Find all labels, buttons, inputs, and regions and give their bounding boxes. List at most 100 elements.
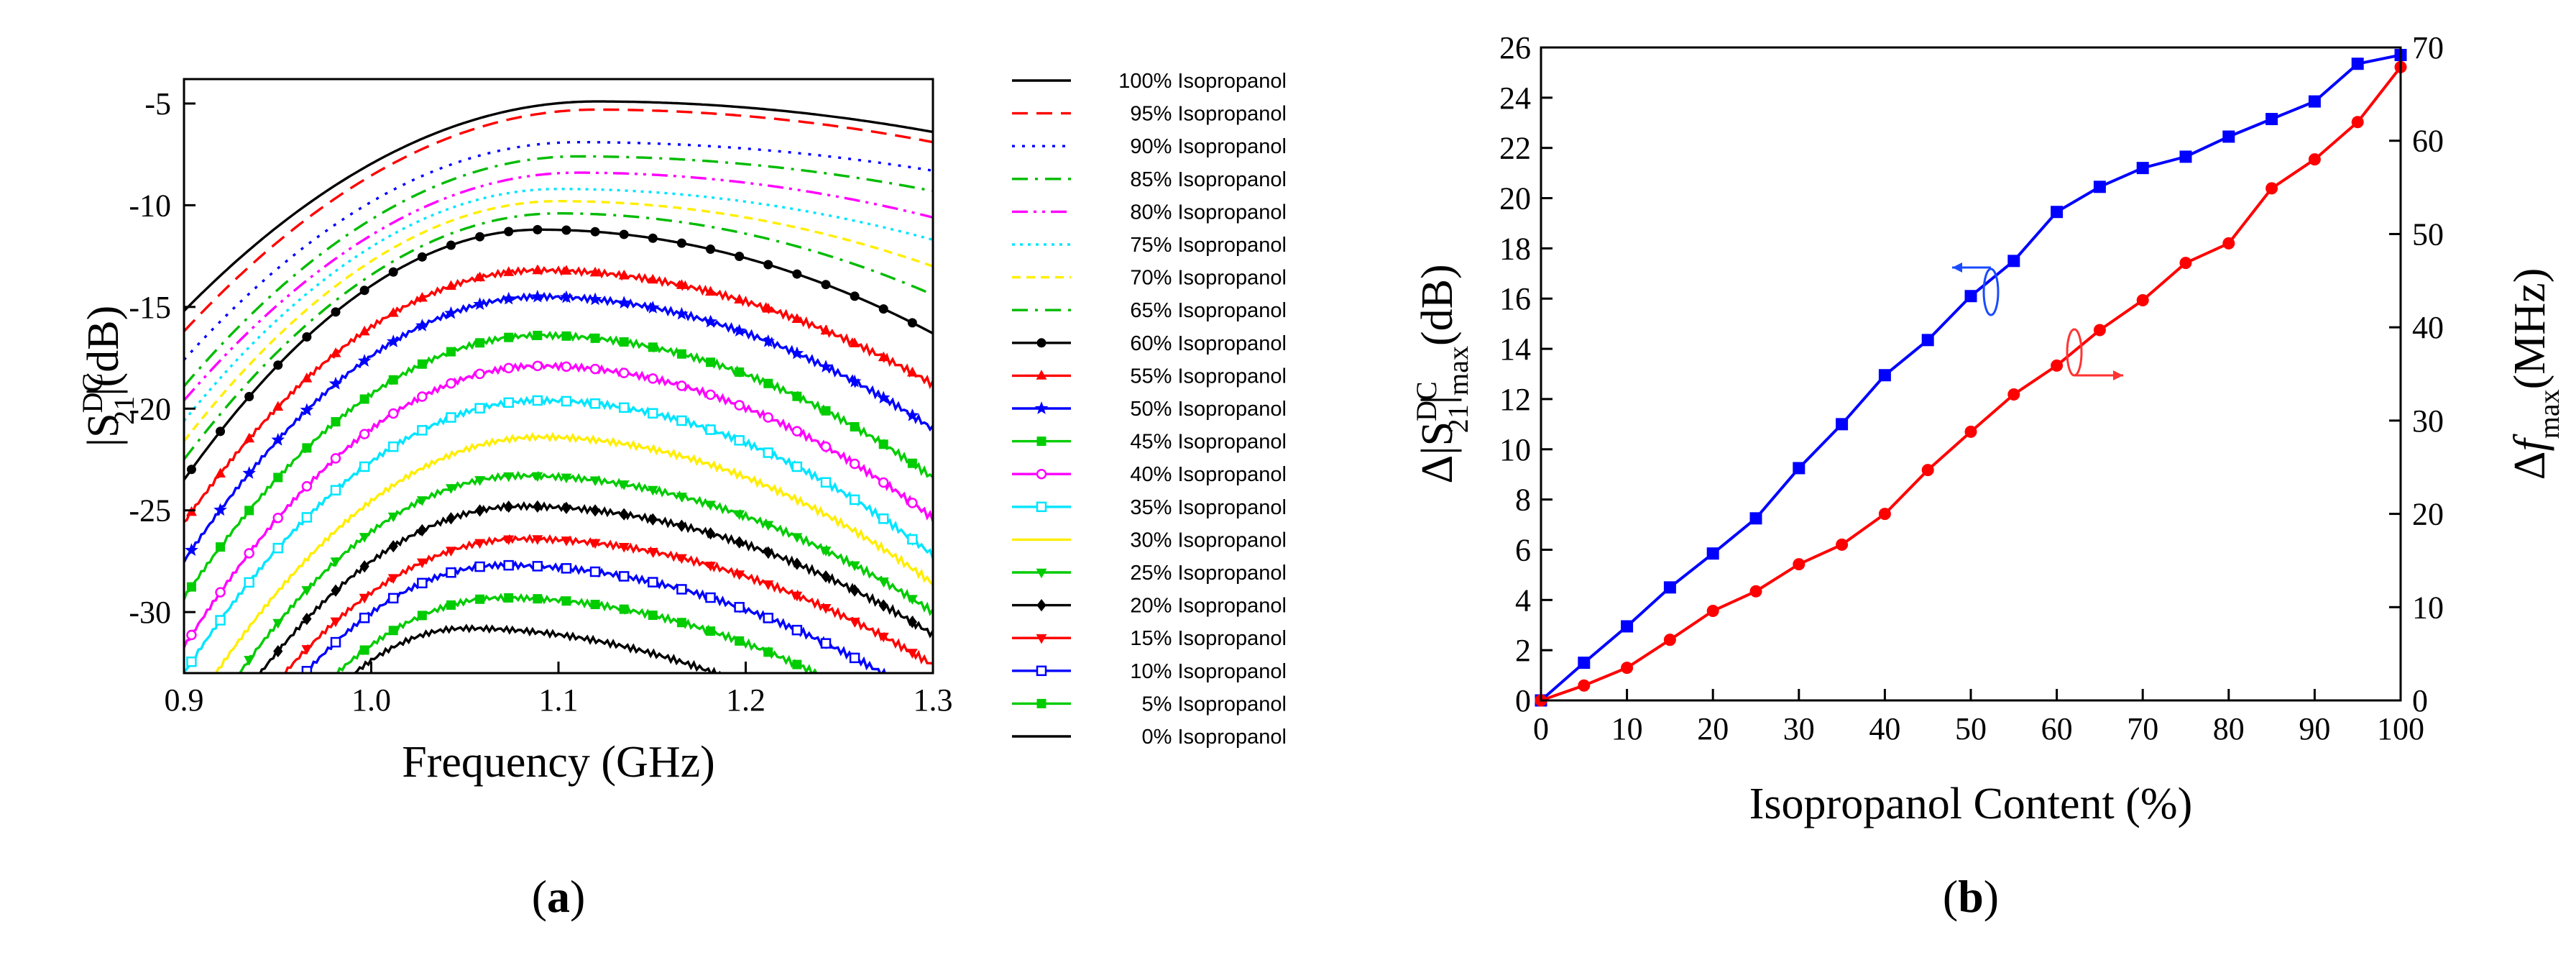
series-35-isopropanol-point	[244, 577, 254, 588]
legend-label-80-isopropanol: 80% Isopropanol	[1130, 201, 1287, 224]
series-45-isopropanol-point	[273, 472, 283, 483]
series-50-isopropanol-point	[790, 346, 804, 360]
series-35-isopropanol-point	[878, 513, 889, 524]
series-40-isopropanol-point	[676, 380, 687, 391]
series-45-isopropanol-point	[561, 331, 571, 341]
series-70-isopropanol	[184, 200, 933, 442]
series-35-isopropanol-point	[907, 534, 918, 545]
series-10-isopropanol-point	[791, 624, 803, 636]
series-delta-s21-max-point	[1964, 290, 1977, 303]
series-50-isopropanol-line	[184, 291, 933, 563]
series-10-isopropanol-point	[417, 577, 428, 589]
series-60-isopropanol-point	[186, 465, 196, 475]
series-delta-s21-max-point	[1878, 369, 1891, 382]
series-55-isopropanol-point	[446, 280, 456, 291]
series-20-isopropanol-point	[273, 644, 283, 658]
panel-a-y-axis-label: |SDC21|(dB)	[76, 306, 140, 447]
series-55-isopropanol-point	[215, 467, 226, 477]
legend-entry-75-isopropanol: 75% Isopropanol	[1012, 234, 1287, 257]
series-delta-s21-max-point	[2051, 206, 2064, 219]
series-15-isopropanol-point	[446, 547, 456, 557]
series-40-isopropanol-point	[244, 548, 254, 559]
legend-entry-80-isopropanol: 80% Isopropanol	[1012, 201, 1287, 224]
series-50-isopropanol-point	[876, 390, 891, 404]
series-50-isopropanol-point	[185, 543, 198, 557]
series-25-isopropanol-point	[618, 480, 630, 490]
series-20-isopropanol-point	[474, 504, 485, 517]
legend-label-5-isopropanol: 5% Isopropanol	[1141, 693, 1287, 716]
series-35-isopropanol-point	[272, 542, 284, 554]
legend-entry-65-isopropanol: 65% Isopropanol	[1012, 299, 1287, 322]
panel-b-left-y-tick-label: 16	[1499, 281, 1531, 316]
series-25-isopropanol-point	[503, 472, 515, 483]
series-delta-s21-max-point	[2266, 113, 2278, 126]
panel-b-x-tick-label: 40	[1869, 711, 1900, 746]
series-25-isopropanol-point	[791, 533, 803, 543]
series-40-isopropanol-point	[618, 367, 630, 378]
legend-label-50-isopropanol: 50% Isopropanol	[1130, 398, 1287, 421]
series-10-isopropanol-point	[330, 636, 341, 648]
panel-b-right-y-axis-label: Δfmax(MHz)	[2506, 268, 2565, 480]
series-delta-s21-max-point	[2308, 95, 2321, 108]
series-delta-f-max-point	[1921, 464, 1934, 477]
blue-series-axis-indicator	[1952, 262, 2000, 316]
panel-b-x-tick-label: 50	[1955, 711, 1987, 746]
legend-entry-20-isopropanol: 20% Isopropanol	[1012, 595, 1287, 618]
series-50-isopropanol-point	[559, 290, 574, 303]
series-60-isopropanol-point	[504, 227, 514, 237]
series-50-isopropanol-point	[675, 306, 689, 320]
series-40-isopropanol-point	[330, 453, 341, 464]
series-10-isopropanol	[301, 559, 891, 673]
series-50-isopropanol-point	[645, 301, 660, 314]
series-15-isopropanol-point	[589, 539, 601, 549]
legend-label-60-isopropanol: 60% Isopropanol	[1130, 332, 1287, 355]
series-20-isopropanol-point	[735, 536, 745, 549]
series-15-isopropanol-point	[878, 632, 889, 643]
series-10-isopropanol-point	[820, 638, 832, 649]
panel-a-x-tick-label: 0.9	[165, 682, 204, 718]
series-25-isopropanol-point	[359, 533, 370, 543]
series-100-isopropanol-line	[184, 100, 933, 312]
series-95-isopropanol-line	[184, 108, 933, 332]
series-10-isopropanol-point	[359, 612, 370, 623]
panel-a-legend: 100% Isopropanol 95% Isopropanol 90% Isopr…	[1012, 70, 1287, 749]
series-15-isopropanol-point	[763, 580, 774, 590]
legend-label-25-isopropanol: 25% Isopropanol	[1130, 562, 1287, 585]
series-delta-s21-max-line	[1540, 53, 2401, 702]
series-35-isopropanol-point	[676, 415, 687, 426]
series-35-isopropanol-point	[561, 396, 572, 407]
series-15-isopropanol-point	[676, 554, 687, 565]
series-delta-f-max-point	[1578, 679, 1591, 692]
series-35-isopropanol-point	[417, 425, 428, 436]
series-delta-f-max-point	[2136, 294, 2149, 307]
series-15-isopropanol-point	[849, 618, 860, 628]
panel-b-right-y-tick-label: 60	[2412, 124, 2444, 159]
series-55-isopropanol-point	[330, 347, 341, 357]
legend-entry-85-isopropanol: 85% Isopropanol	[1012, 168, 1287, 191]
series-50-isopropanol-point	[242, 466, 256, 479]
series-40-isopropanol-point	[359, 429, 370, 439]
series-15-isopropanol-point	[791, 591, 803, 602]
series-25-isopropanol-point	[589, 476, 601, 486]
panel-b-right-y-tick-label: 10	[2412, 590, 2444, 625]
series-50-isopropanol-point	[415, 319, 429, 332]
series-15-isopropanol-point	[820, 604, 832, 614]
series-20-isopropanol-point	[907, 616, 917, 629]
series-55-isopropanol-point	[791, 313, 803, 324]
legend-marker-5-isopropanol	[1036, 698, 1046, 708]
series-60-isopropanol-point	[619, 229, 629, 239]
series-25-isopropanol-point	[878, 577, 889, 588]
panel-a-x-tick-label: 1.3	[914, 682, 953, 718]
legend-entry-55-isopropanol: 55% Isopropanol	[1012, 365, 1287, 388]
panel-a-y-tick-label: -5	[144, 86, 171, 122]
legend-entry-40-isopropanol: 40% Isopropanol	[1012, 463, 1287, 486]
series-80-isopropanol-line	[184, 171, 933, 402]
series-10-isopropanol-point	[618, 571, 630, 582]
panel-b-x-tick-label: 70	[2127, 711, 2158, 746]
series-45-isopropanol-line	[184, 330, 933, 600]
series-delta-f-max-point	[1706, 604, 1719, 617]
series-95-isopropanol	[184, 108, 933, 332]
series-60-isopropanol-point	[302, 332, 312, 342]
panel-a-ticks: 0.9 1.0 1.1 1.2 1.3 -5 -10 -15 -20 -25 -30	[129, 86, 952, 718]
